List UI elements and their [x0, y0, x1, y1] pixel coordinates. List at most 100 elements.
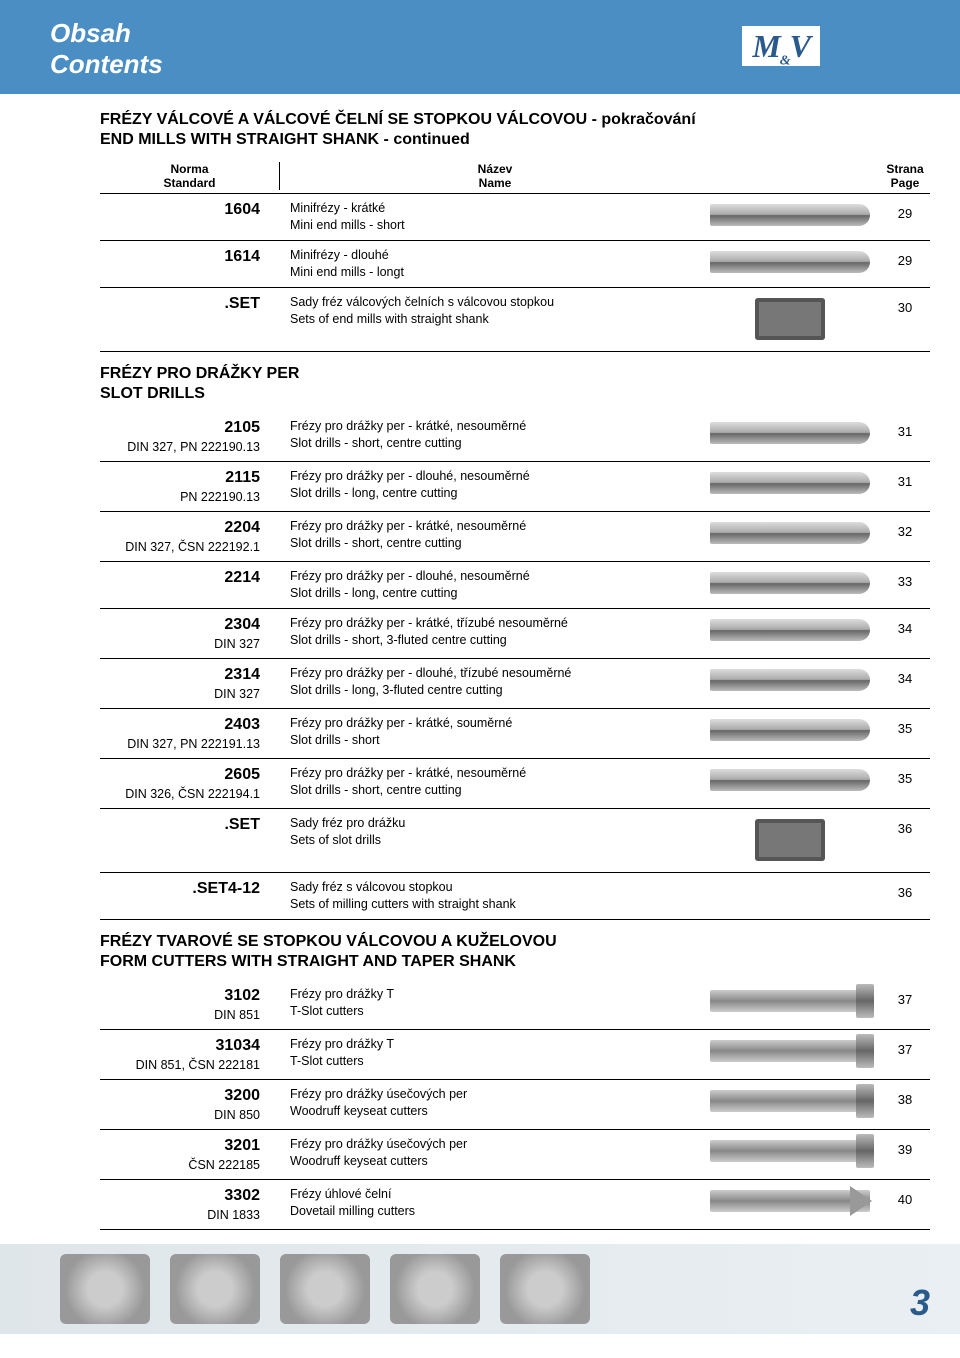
tool-icon [710, 422, 870, 444]
table-row: 3200DIN 850Frézy pro drážky úsečových pe… [100, 1080, 930, 1130]
row-img [700, 815, 880, 866]
tool-icon [710, 522, 870, 544]
footer-thumb [60, 1254, 150, 1324]
table-row: 3302DIN 1833Frézy úhlové čelníDovetail m… [100, 1180, 930, 1230]
row-std: 31034DIN 851, ČSN 222181 [100, 1036, 280, 1073]
row-name-cz: Frézy pro drážky per - krátké, nesouměrn… [290, 765, 700, 782]
row-name-en: Mini end mills - longt [290, 264, 700, 281]
row-num: 2105 [100, 418, 260, 439]
row-name-en: Slot drills - short, centre cutting [290, 435, 700, 452]
row-num: 3200 [100, 1086, 260, 1107]
row-img [700, 568, 880, 599]
table-row: 2314DIN 327Frézy pro drážky per - dlouhé… [100, 659, 930, 709]
table-row: 3201ČSN 222185Frézy pro drážky úsečových… [100, 1130, 930, 1180]
row-name-cz: Sady fréz pro drážku [290, 815, 700, 832]
rows-section1: 1604Minifrézy - krátkéMini end mills - s… [100, 194, 930, 352]
row-name-cz: Frézy pro drážky T [290, 986, 700, 1003]
row-std: 2105DIN 327, PN 222190.13 [100, 418, 280, 455]
title-en: Contents [50, 49, 163, 80]
table-row: .SETSady fréz pro drážkuSets of slot dri… [100, 809, 930, 873]
footer-thumb [280, 1254, 370, 1324]
tool-icon [710, 251, 870, 273]
row-name: Sady fréz válcových čelních s válcovou s… [280, 294, 700, 328]
row-std: 2605DIN 326, ČSN 222194.1 [100, 765, 280, 802]
row-name: Frézy pro drážky úsečových perWoodruff k… [280, 1136, 700, 1170]
section2-title: FRÉZY PRO DRÁŽKY PER SLOT DRILLS [100, 364, 930, 404]
head-name: Název Name [280, 162, 700, 190]
section3-title: FRÉZY TVAROVÉ SE STOPKOU VÁLCOVOU A KUŽE… [100, 932, 930, 972]
table-row: .SET4-12Sady fréz s válcovou stopkouSets… [100, 873, 930, 920]
header-title: Obsah Contents [50, 18, 163, 80]
tool-icon [710, 572, 870, 594]
row-num: .SET4-12 [100, 879, 260, 900]
logo: M&V [742, 26, 820, 66]
row-std-text: PN 222190.13 [100, 489, 260, 505]
row-page: 35 [880, 765, 930, 786]
row-name-cz: Frézy pro drážky per - dlouhé, nesouměrn… [290, 568, 700, 585]
head-std: Norma Standard [100, 162, 280, 190]
row-name-cz: Frézy pro drážky per - krátké, třízubé n… [290, 615, 700, 632]
footer-thumb [170, 1254, 260, 1324]
row-page: 32 [880, 518, 930, 539]
tool-icon [710, 472, 870, 494]
row-name-cz: Minifrézy - krátké [290, 200, 700, 217]
row-name-en: Woodruff keyseat cutters [290, 1103, 700, 1120]
row-img [700, 294, 880, 345]
row-num: 2214 [100, 568, 260, 589]
row-std: 2204DIN 327, ČSN 222192.1 [100, 518, 280, 555]
row-std: 3302DIN 1833 [100, 1186, 280, 1223]
row-name-en: Dovetail milling cutters [290, 1203, 700, 1220]
tool-icon [710, 619, 870, 641]
row-page: 40 [880, 1186, 930, 1207]
table-header: Norma Standard Název Name Strana Page [100, 158, 930, 194]
table-row: 31034DIN 851, ČSN 222181Frézy pro drážky… [100, 1030, 930, 1080]
section1-cz: FRÉZY VÁLCOVÉ A VÁLCOVÉ ČELNÍ SE STOPKOU… [100, 110, 930, 130]
tool-icon [710, 204, 870, 226]
head-page-en: Page [880, 176, 930, 190]
row-page: 29 [880, 200, 930, 221]
table-row: 2214 Frézy pro drážky per - dlouhé, nesou… [100, 562, 930, 609]
section1-title: FRÉZY VÁLCOVÉ A VÁLCOVÉ ČELNÍ SE STOPKOU… [100, 110, 930, 150]
section1-en: END MILLS WITH STRAIGHT SHANK - continue… [100, 130, 930, 150]
tool-icon [710, 1190, 870, 1212]
row-img [700, 468, 880, 499]
title-cz: Obsah [50, 18, 163, 49]
row-num: 2204 [100, 518, 260, 539]
content: FRÉZY VÁLCOVÉ A VÁLCOVÉ ČELNÍ SE STOPKOU… [0, 94, 960, 1230]
head-name-en: Name [290, 176, 700, 190]
row-name: Frézy pro drážky per - krátké, nesouměrn… [280, 418, 700, 452]
table-row: .SETSady fréz válcových čelních s válcov… [100, 288, 930, 352]
row-name: Frézy pro drážky per - dlouhé, nesouměrn… [280, 568, 700, 602]
footer-strip: 3 [0, 1244, 960, 1334]
row-page: 36 [880, 815, 930, 836]
row-std: .SET [100, 294, 280, 315]
row-name-cz: Frézy pro drážky per - krátké, nesouměrn… [290, 418, 700, 435]
row-name: Minifrézy - krátkéMini end mills - short [280, 200, 700, 234]
row-name-en: Slot drills - long, centre cutting [290, 585, 700, 602]
row-img [700, 200, 880, 231]
row-name-en: Sets of slot drills [290, 832, 700, 849]
row-name-en: Slot drills - short [290, 732, 700, 749]
row-std-text: DIN 327 [100, 636, 260, 652]
tool-icon [710, 669, 870, 691]
row-num: 3102 [100, 986, 260, 1007]
row-img [700, 1136, 880, 1167]
row-name-cz: Frézy pro drážky per - krátké, souměrné [290, 715, 700, 732]
row-std: 2214 [100, 568, 280, 589]
row-name: Sady fréz pro drážkuSets of slot drills [280, 815, 700, 849]
row-page: 39 [880, 1136, 930, 1157]
row-page: 31 [880, 418, 930, 439]
row-img [700, 518, 880, 549]
row-num: 2304 [100, 615, 260, 636]
row-std: 1604 [100, 200, 280, 221]
table-row: 2115PN 222190.13Frézy pro drážky per - d… [100, 462, 930, 512]
row-name: Frézy pro drážky per - krátké, nesouměrn… [280, 518, 700, 552]
row-std-text: DIN 851 [100, 1007, 260, 1023]
row-name: Frézy pro drážky per - dlouhé, třízubé n… [280, 665, 700, 699]
row-name-en: Slot drills - short, centre cutting [290, 782, 700, 799]
row-num: 2403 [100, 715, 260, 736]
page-number: 3 [910, 1282, 930, 1324]
row-name: Minifrézy - dlouhéMini end mills - longt [280, 247, 700, 281]
row-std: 3102DIN 851 [100, 986, 280, 1023]
row-img [700, 1186, 880, 1217]
